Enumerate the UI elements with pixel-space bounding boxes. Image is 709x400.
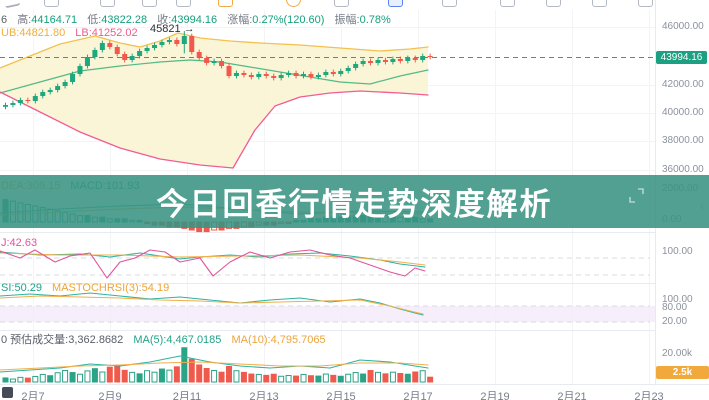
- stochrsi-axis-label[interactable]: 100.00: [662, 294, 693, 305]
- volume-axis-label[interactable]: 20.00k: [662, 348, 693, 359]
- date-label: 2月17: [403, 391, 433, 400]
- edit-icon[interactable]: [592, 0, 607, 7]
- corner-logo[interactable]: [2, 387, 13, 398]
- panel-icon[interactable]: [500, 0, 515, 7]
- brush-icon[interactable]: [218, 0, 233, 7]
- timeframe-icon[interactable]: [388, 0, 403, 7]
- last-price-badge: 43994.16: [656, 51, 707, 64]
- kdj-labels: J:42.63: [1, 237, 38, 249]
- volume-labels: 0 预估成交量:3,362.8682 MA(5):4,467.0185 MA(1…: [1, 334, 326, 346]
- banner-title: 今日回香行情走势深度解析: [156, 187, 553, 222]
- date-label: 2月11: [172, 391, 202, 400]
- polyline-icon[interactable]: [2, 0, 21, 9]
- title-banner: 今日回香行情走势深度解析: [0, 175, 709, 228]
- circle-icon[interactable]: [286, 0, 301, 7]
- boll-header: UB:44821.80 LB:41252.02: [1, 27, 138, 39]
- camera-icon[interactable]: [546, 0, 561, 7]
- volume-badge: 2.5k: [656, 366, 709, 379]
- ohlc-header: 6 高:44164.71 低:43822.28 收:43994.16 涨幅:0.…: [1, 14, 391, 26]
- magnet-icon[interactable]: [176, 0, 191, 7]
- price-axis-label[interactable]: 46000.00: [662, 21, 704, 32]
- flag-icon[interactable]: [142, 0, 157, 7]
- date-label: 2月13: [249, 391, 279, 400]
- chart-bars-icon[interactable]: [442, 0, 457, 7]
- date-label: 2月9: [98, 391, 122, 400]
- price-axis-label[interactable]: 40000.00: [662, 107, 704, 118]
- drawing-toolbar[interactable]: [0, 0, 709, 10]
- cursor-arrow-icon: →: [183, 23, 195, 35]
- time-axis-border: [0, 384, 709, 385]
- price-axis-label[interactable]: 42000.00: [662, 79, 704, 90]
- kdj-axis-label[interactable]: 100.00: [662, 246, 693, 257]
- stochrsi-band: [0, 306, 655, 322]
- rectangle-icon[interactable]: [44, 0, 59, 7]
- stochrsi-labels: SI:50.29 MASTOCHRSI(3):54.19: [1, 282, 170, 294]
- high-price-annotation: 45821 →: [150, 23, 195, 35]
- price-axis-label[interactable]: 36000.00: [662, 164, 704, 175]
- date-label: 2月19: [480, 391, 510, 400]
- date-label: 2月23: [634, 391, 664, 400]
- expand-icon[interactable]: [628, 187, 645, 204]
- ruler-icon[interactable]: [334, 0, 349, 7]
- grid-icon[interactable]: [100, 0, 115, 7]
- settings-icon[interactable]: [638, 0, 653, 7]
- price-axis-label[interactable]: 38000.00: [662, 135, 704, 146]
- date-label: 2月21: [557, 391, 587, 400]
- ohlc-prefix: 6: [1, 14, 8, 26]
- date-label: 2月7: [21, 391, 45, 400]
- date-label: 2月15: [326, 391, 356, 400]
- stochrsi-axis-label[interactable]: 80.00: [662, 302, 688, 313]
- stochrsi-axis-label[interactable]: 20.00: [662, 316, 688, 327]
